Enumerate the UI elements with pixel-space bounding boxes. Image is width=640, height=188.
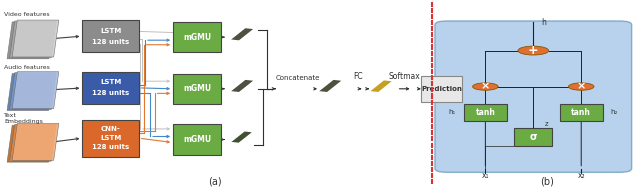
Text: mGMU: mGMU <box>183 33 211 42</box>
Text: Audio features: Audio features <box>4 65 50 70</box>
Text: x₁: x₁ <box>482 171 489 180</box>
Text: LSTM: LSTM <box>100 28 121 34</box>
Text: FC: FC <box>353 72 363 81</box>
FancyBboxPatch shape <box>83 20 139 52</box>
Polygon shape <box>12 72 59 109</box>
Text: z: z <box>545 121 548 127</box>
Circle shape <box>472 83 498 90</box>
Text: 128 units: 128 units <box>92 39 129 45</box>
Text: LSTM: LSTM <box>100 80 121 86</box>
FancyBboxPatch shape <box>559 104 603 121</box>
Polygon shape <box>12 20 59 57</box>
Text: Concatenate: Concatenate <box>275 75 319 81</box>
Polygon shape <box>231 28 253 40</box>
Text: h₂: h₂ <box>611 109 618 115</box>
FancyBboxPatch shape <box>173 74 221 104</box>
Circle shape <box>518 46 548 55</box>
Polygon shape <box>10 73 56 110</box>
Text: ×: × <box>481 82 490 92</box>
Polygon shape <box>319 80 341 92</box>
FancyBboxPatch shape <box>421 76 463 102</box>
Circle shape <box>568 83 594 90</box>
Text: CNN-: CNN- <box>100 126 120 132</box>
Text: tanh: tanh <box>476 108 495 117</box>
Polygon shape <box>10 21 56 58</box>
Polygon shape <box>7 22 54 59</box>
Polygon shape <box>10 124 56 161</box>
Text: mGMU: mGMU <box>183 84 211 93</box>
FancyBboxPatch shape <box>83 120 139 157</box>
Text: Prediction: Prediction <box>421 86 462 92</box>
Polygon shape <box>231 80 253 92</box>
Polygon shape <box>371 80 392 92</box>
FancyBboxPatch shape <box>435 21 632 172</box>
FancyBboxPatch shape <box>83 72 139 104</box>
Text: Video features: Video features <box>4 12 49 17</box>
Polygon shape <box>232 132 252 143</box>
Text: mGMU: mGMU <box>183 135 211 144</box>
Text: 128 units: 128 units <box>92 144 129 150</box>
Text: 128 units: 128 units <box>92 90 129 96</box>
Text: σ: σ <box>529 132 537 142</box>
Text: Softmax: Softmax <box>388 72 420 81</box>
Text: h₁: h₁ <box>449 109 456 115</box>
Text: LSTM: LSTM <box>100 135 121 141</box>
Text: (a): (a) <box>208 177 221 186</box>
Polygon shape <box>7 125 54 162</box>
FancyBboxPatch shape <box>463 104 507 121</box>
Text: x₂: x₂ <box>577 171 585 180</box>
FancyBboxPatch shape <box>514 128 552 146</box>
FancyBboxPatch shape <box>173 22 221 52</box>
Text: ×: × <box>577 82 586 92</box>
Text: Text
Embeddings: Text Embeddings <box>4 113 43 124</box>
Polygon shape <box>12 123 59 160</box>
Polygon shape <box>7 74 54 111</box>
Text: +: + <box>528 44 539 57</box>
Text: h: h <box>541 18 546 27</box>
Text: tanh: tanh <box>572 108 591 117</box>
FancyBboxPatch shape <box>173 124 221 155</box>
Text: (b): (b) <box>540 177 554 186</box>
